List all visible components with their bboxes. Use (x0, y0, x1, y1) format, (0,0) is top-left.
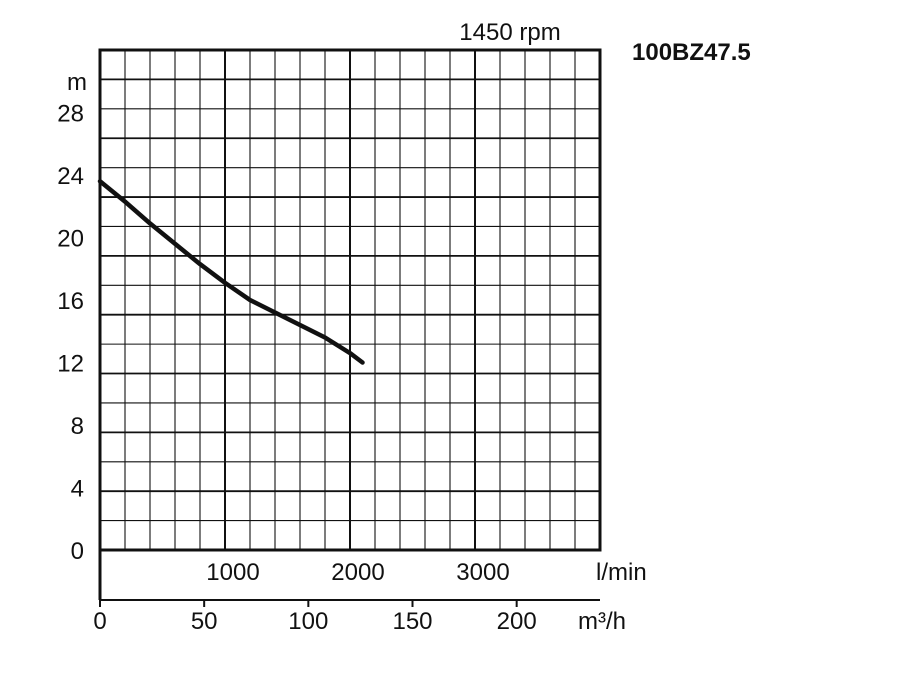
labels: 1450 rpm 100BZ47.5 m l/min m³/h 0 4 8 12 16 2… (57, 19, 750, 635)
y-tick-label: 12 (57, 351, 84, 378)
x2-tick-label: 100 (288, 608, 328, 635)
x-tick-label: 2000 (331, 559, 384, 586)
x2-tick-label: 150 (392, 608, 432, 635)
x2-tick-label: 200 (497, 608, 537, 635)
axes (98, 48, 602, 607)
y-tick-label: 16 (57, 288, 84, 315)
y-tick-label: 4 (71, 476, 84, 503)
series-layer (97, 179, 365, 365)
chart-title: 100BZ47.5 (632, 39, 751, 66)
performance-curve (97, 179, 365, 365)
y-axis-label: m (67, 69, 87, 96)
y-tick-label: 20 (57, 226, 84, 253)
x2-tick-label: 0 (93, 608, 106, 635)
x2-tick-label: 50 (191, 608, 218, 635)
x2-axis-label: m³/h (578, 608, 626, 635)
x-tick-label: 3000 (456, 559, 509, 586)
x-axis-label: l/min (596, 559, 647, 586)
grid (100, 50, 600, 550)
chart-subtitle: 1450 rpm (459, 19, 560, 46)
y-tick-label: 0 (71, 538, 84, 565)
x-tick-label: 1000 (206, 559, 259, 586)
y-tick-label: 8 (71, 413, 84, 440)
y-tick-label: 28 (57, 101, 84, 128)
y-tick-label: 24 (57, 163, 84, 190)
plot-frame (98, 48, 602, 552)
